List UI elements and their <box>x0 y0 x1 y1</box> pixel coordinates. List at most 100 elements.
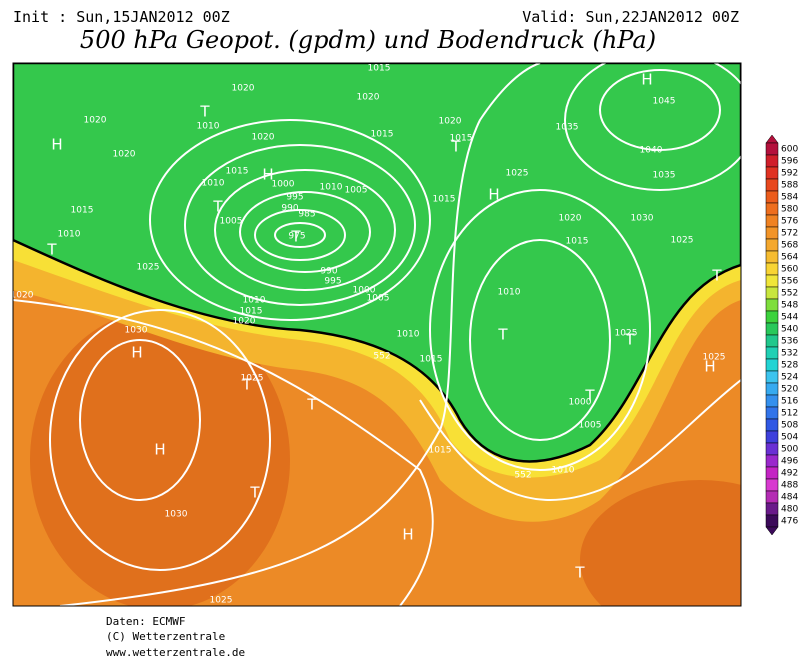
isobar-label: 1035 <box>556 123 579 133</box>
line-shape <box>184 144 416 306</box>
isobar-label: 1025 <box>671 236 694 246</box>
pressure-center: H <box>154 441 165 459</box>
line-shape <box>274 222 326 248</box>
isobar-label: 1020 <box>232 84 255 94</box>
line-shape <box>469 239 611 441</box>
isobar-label: 1025 <box>137 263 160 273</box>
isobar-label: 1015 <box>429 446 452 456</box>
colorbar-cell <box>765 502 779 516</box>
isobar-label: 1045 <box>653 97 676 107</box>
isobar-label: 1020 <box>113 150 136 160</box>
colorbar-cell <box>765 190 779 204</box>
colorbar-cell <box>765 382 779 396</box>
pressure-center: T <box>290 228 301 246</box>
pressure-center: H <box>402 526 413 544</box>
colorbar-cell <box>765 394 779 408</box>
isobar-label: 1015 <box>450 134 473 144</box>
colorbar-cell <box>765 142 779 156</box>
colorbar-cell <box>765 298 779 312</box>
pressure-center: T <box>711 267 722 285</box>
isobar-label: 1000 <box>272 180 295 190</box>
colorbar-cell <box>765 238 779 252</box>
warm-zone <box>580 480 741 606</box>
colorbar-cell <box>765 286 779 300</box>
isobar-label: 975 <box>288 232 305 242</box>
colorbar-cell <box>765 406 779 420</box>
isobar-label: 995 <box>324 277 341 287</box>
colorbar-label: 564 <box>781 253 798 263</box>
colorbar-cell <box>765 322 779 336</box>
colorbar-label: 524 <box>781 373 798 383</box>
colorbar-cell <box>765 490 779 504</box>
isobar-label: 552 <box>373 352 390 362</box>
colorbar-cell <box>765 334 779 348</box>
colorbar-cell <box>765 250 779 264</box>
colorbar-label: 544 <box>781 313 798 323</box>
isobar-label: 990 <box>320 267 337 277</box>
isobar-label: 1025 <box>506 169 529 179</box>
colorbar-label: 592 <box>781 169 798 179</box>
colorbar-cap <box>765 134 779 144</box>
pressure-center: H <box>704 358 715 376</box>
colorbar-cell <box>765 454 779 468</box>
pressure-center: T <box>199 103 210 121</box>
line-shape <box>254 209 346 261</box>
isobar-label: 1005 <box>345 186 368 196</box>
pressure-center: T <box>46 241 57 259</box>
isobar-label: 1020 <box>357 93 380 103</box>
line-shape <box>59 63 541 606</box>
isobar-label: 1030 <box>165 510 188 520</box>
pressure-centers: H T H T T T H T T H T H T H T H T T T H T <box>46 71 722 582</box>
line-shape <box>599 69 721 151</box>
isobar-label: 1025 <box>615 329 638 339</box>
isobar-label: 1015 <box>420 355 443 365</box>
colorbar-label: 556 <box>781 277 798 287</box>
colorbar-label: 496 <box>781 457 798 467</box>
colorbar-cell <box>765 370 779 384</box>
pressure-center: T <box>574 564 585 582</box>
colorbar-label: 512 <box>781 409 798 419</box>
isobar-label: 1010 <box>320 183 343 193</box>
colorbar-cell <box>765 418 779 432</box>
colorbar-cell <box>765 442 779 456</box>
isobar-label: 1020 <box>439 117 462 127</box>
colorbar-label: 508 <box>781 421 798 431</box>
line-shape <box>149 119 431 321</box>
isobar-label: 1015 <box>433 195 456 205</box>
pressure-center: H <box>51 136 62 154</box>
line-shape <box>419 379 741 501</box>
line-shape <box>49 309 271 571</box>
colorbar-label: 548 <box>781 301 798 311</box>
colorbar-label: 600 <box>781 145 798 155</box>
footer-line: (C) Wetterzentrale <box>106 630 225 643</box>
colorbar-cell <box>765 166 779 180</box>
line-shape <box>564 63 741 191</box>
pressure-center: H <box>641 71 652 89</box>
pressure-center: T <box>450 138 461 156</box>
colorbar-label: 560 <box>781 265 798 275</box>
isobar-label: 552 <box>514 471 531 481</box>
colorbar-label: 596 <box>781 157 798 167</box>
isobar-label: 1010 <box>498 288 521 298</box>
colorbar-label: 572 <box>781 229 798 239</box>
colorbar-label: 552 <box>781 289 798 299</box>
colorbar-label: 568 <box>781 241 798 251</box>
line-shape <box>239 191 371 273</box>
map-title: 500 hPa Geopot. (gpdm) und Bodendruck (h… <box>80 26 656 54</box>
isobar-label: 1020 <box>559 214 582 224</box>
pressure-center: T <box>249 484 260 502</box>
colorbar-label: 492 <box>781 469 798 479</box>
pressure-center: T <box>584 387 595 405</box>
colorbar-label: 532 <box>781 349 798 359</box>
pressure-center: T <box>212 198 223 216</box>
colorbar-label: 588 <box>781 181 798 191</box>
pressure-center: H <box>488 186 499 204</box>
line-shape <box>214 169 396 291</box>
isobar-label: 1010 <box>58 230 81 240</box>
isobar-label: 1030 <box>125 326 148 336</box>
isobar-label: 1040 <box>640 146 663 156</box>
pressure-center: T <box>241 376 252 394</box>
